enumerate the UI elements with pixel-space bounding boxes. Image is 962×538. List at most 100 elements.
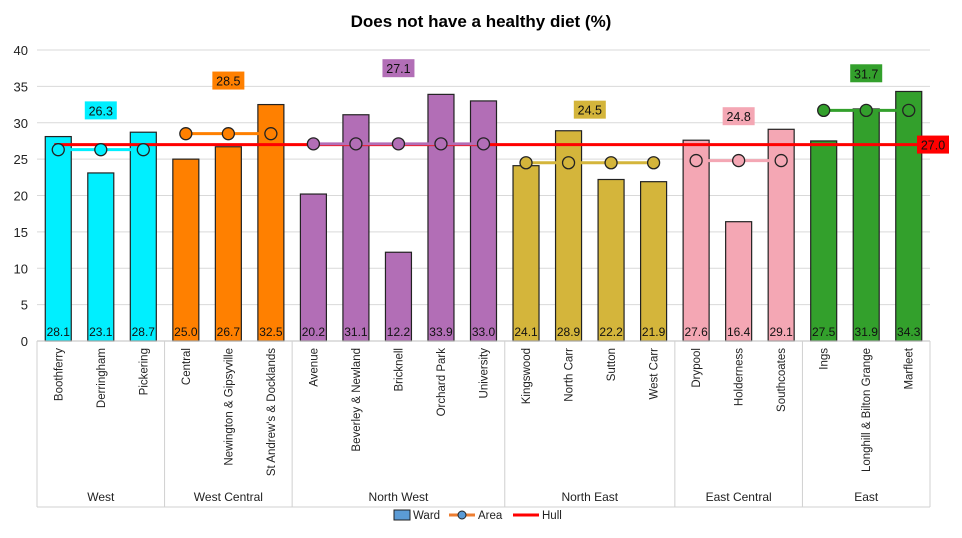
area-value-label: 27.1 <box>386 62 410 76</box>
ward-bar <box>129 131 157 342</box>
bar-value-label: 31.9 <box>855 325 879 339</box>
ward-tick-label: Drypool <box>691 348 703 388</box>
area-value-label-box <box>573 100 606 119</box>
bar-value-label: 16.4 <box>727 325 751 339</box>
bar-value-label: 25.0 <box>174 325 198 339</box>
bar-value-label: 23.1 <box>89 325 113 339</box>
ward-tick-label: Newington & Gipsyville <box>223 348 235 466</box>
bar-value-label: 34.3 <box>897 325 921 339</box>
ward-bar <box>597 178 625 342</box>
area-marker <box>434 137 448 151</box>
ward-bar <box>682 139 710 342</box>
ward-tick-label: St Andrew's & Docklands <box>266 348 278 476</box>
area-value-label: 28.5 <box>216 75 240 89</box>
hull-value-label-box <box>917 135 949 154</box>
area-marker <box>179 127 193 141</box>
area-marker <box>859 103 873 118</box>
ward-bar <box>172 158 200 342</box>
ward-bar <box>87 172 115 342</box>
area-value-label-box <box>212 71 245 90</box>
area-marker <box>94 143 108 157</box>
bar-value-label: 22.2 <box>599 325 623 339</box>
area-marker <box>221 127 236 141</box>
ward-tick-label: Bricknell <box>393 348 405 391</box>
area-marker <box>476 137 491 151</box>
ward-tick-label: Avenue <box>308 348 320 387</box>
area-marker <box>817 103 831 118</box>
legend-area-label: Area <box>478 510 503 522</box>
area-marker <box>306 137 321 151</box>
area-marker <box>902 103 916 118</box>
bar-value-label: 20.2 <box>302 325 326 339</box>
y-tick-label: 30 <box>14 116 28 131</box>
bar-value-label: 12.2 <box>387 325 411 339</box>
bar-value-label: 33.0 <box>472 325 496 339</box>
ward-bar <box>214 146 242 342</box>
bar-value-label: 26.7 <box>217 325 241 339</box>
area-marker <box>774 153 788 168</box>
area-marker <box>391 137 406 151</box>
ward-tick-label: University <box>479 348 491 399</box>
bar-value-label: 24.1 <box>514 325 538 339</box>
area-marker <box>136 143 150 157</box>
y-tick-label: 0 <box>21 334 28 349</box>
ward-tick-label: North Carr <box>564 348 576 402</box>
ward-tick-label: Boothferry <box>53 348 65 401</box>
ward-bar <box>725 221 753 342</box>
area-marker <box>264 127 278 141</box>
area-marker <box>689 153 703 168</box>
hull-value-label: 27.0 <box>921 139 945 153</box>
area-marker <box>349 137 363 151</box>
group-label: East <box>854 490 879 504</box>
ward-tick-label: Kingswood <box>521 348 533 404</box>
area-value-label: 24.5 <box>578 104 602 118</box>
bar-value-label: 31.1 <box>344 325 368 339</box>
y-tick-label: 10 <box>14 261 28 276</box>
area-value-label-box <box>84 101 117 120</box>
y-tick-label: 35 <box>14 79 28 94</box>
bar-value-label: 28.9 <box>557 325 581 339</box>
ward-tick-label: Southcoates <box>776 348 788 412</box>
group-label: West Central <box>194 490 263 504</box>
ward-bar <box>639 181 668 342</box>
ward-bar <box>810 140 838 342</box>
ward-bar <box>44 135 72 342</box>
bar-value-label: 32.5 <box>259 325 283 339</box>
ward-tick-label: Beverley & Newland <box>351 348 363 452</box>
ward-bar <box>299 193 328 342</box>
bar-value-label: 27.6 <box>684 325 708 339</box>
legend-ward-label: Ward <box>413 510 440 522</box>
legend-hull-label: Hull <box>542 510 562 522</box>
ward-tick-label: Marfleet <box>904 347 916 389</box>
ward-tick-label: West Carr <box>649 348 661 400</box>
area-marker <box>519 156 533 170</box>
ward-bar <box>512 165 540 342</box>
ward-tick-label: Pickering <box>138 348 150 395</box>
area-value-label: 26.3 <box>89 104 113 118</box>
ward-tick-label: Orchard Park <box>436 348 448 417</box>
area-value-label-box <box>850 64 883 83</box>
y-tick-label: 40 <box>14 43 28 58</box>
group-label: North East <box>561 490 618 504</box>
bar-value-label: 29.1 <box>769 325 793 339</box>
bar-value-label: 28.7 <box>132 325 156 339</box>
bar-value-label: 21.9 <box>642 325 666 339</box>
ward-bar <box>427 93 455 342</box>
area-value-label-box <box>382 59 415 78</box>
ward-bar <box>469 100 498 342</box>
ward-tick-label: Central <box>181 348 193 385</box>
ward-tick-label: Holderness <box>734 348 746 406</box>
y-tick-label: 5 <box>21 298 28 313</box>
group-label: East Central <box>706 490 772 504</box>
ward-bar <box>895 90 923 342</box>
area-marker <box>561 156 576 170</box>
legend-area-marker <box>457 510 467 520</box>
y-tick-label: 20 <box>14 189 28 204</box>
area-marker <box>51 143 65 157</box>
ward-tick-label: Ings <box>819 348 831 370</box>
area-value-label: 31.7 <box>854 67 878 81</box>
group-label: North West <box>369 490 429 504</box>
bar-value-label: 28.1 <box>47 325 71 339</box>
